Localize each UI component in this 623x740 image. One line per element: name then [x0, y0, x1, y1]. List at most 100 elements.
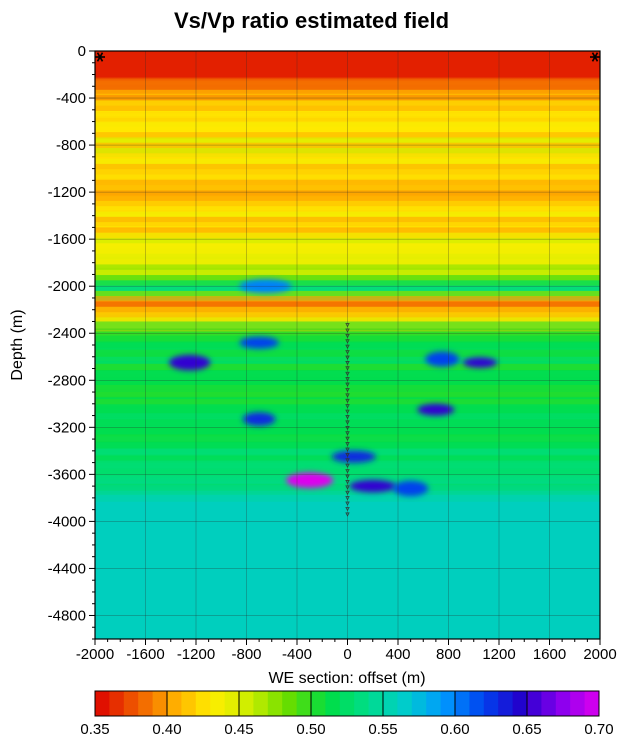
colorbar-tick-label: 0.65 — [512, 721, 541, 738]
receiver-marker — [345, 490, 350, 495]
source-marker — [95, 52, 105, 62]
colorbar-cell — [282, 691, 297, 716]
colorbar-tick-label: 0.70 — [584, 721, 613, 738]
receiver-marker — [345, 388, 350, 393]
colorbar-cell — [267, 691, 283, 716]
receiver-marker — [345, 339, 350, 344]
y-tick-label: -3200 — [48, 419, 86, 436]
x-axis: -2000 -1600 -1200 -800 -400 0 400 800 1200 1600 20… — [76, 639, 617, 663]
y-tick-label: -3600 — [48, 466, 86, 483]
x-tick-label: 2000 — [583, 646, 616, 663]
receiver-marker — [345, 469, 350, 474]
receiver-marker — [345, 415, 350, 420]
colorbar-tick-label: 0.50 — [296, 721, 325, 738]
receiver-array — [345, 323, 350, 517]
colorbar-cell — [426, 691, 441, 716]
colorbar-cell — [224, 691, 240, 716]
colorbar-cell — [541, 691, 557, 716]
colorbar-cell — [512, 691, 528, 716]
colorbar-cell — [253, 691, 269, 716]
anomaly-blob — [242, 412, 276, 426]
receiver-marker — [345, 382, 350, 387]
colorbar-tick-label: 0.45 — [224, 721, 253, 738]
y-tick-label: -2000 — [48, 278, 86, 295]
y-tick-label: -800 — [56, 137, 86, 154]
receiver-marker — [345, 366, 350, 371]
colorbar-cell — [210, 691, 225, 716]
receiver-marker — [345, 436, 350, 441]
receiver-marker — [345, 480, 350, 485]
y-tick-label: -2800 — [48, 372, 86, 389]
anomaly-blob — [168, 354, 211, 371]
anomaly-blob — [425, 351, 460, 367]
y-tick-label: -400 — [56, 90, 86, 107]
receiver-marker — [345, 485, 350, 490]
colorbar-cell — [383, 691, 398, 716]
colorbar-cell — [527, 691, 542, 716]
x-tick-label: 1600 — [533, 646, 566, 663]
colorbar-cell — [570, 691, 585, 716]
colorbar-cell — [152, 691, 168, 716]
x-tick-label: -1600 — [126, 646, 164, 663]
colorbar-cell — [584, 691, 600, 716]
x-tick-label: -2000 — [76, 646, 114, 663]
anomaly-layer — [168, 279, 498, 497]
colorbar: 0.35 0.40 0.45 0.50 0.55 0.60 0.65 0.70 — [80, 690, 614, 738]
colorbar-tick-label: 0.35 — [80, 721, 109, 738]
colorbar-cell — [469, 691, 485, 716]
y-axis-title: Depth (m) — [9, 309, 26, 380]
x-tick-label: -400 — [282, 646, 312, 663]
receiver-marker — [345, 431, 350, 436]
colorbar-cell — [109, 691, 125, 716]
anomaly-blob — [331, 450, 376, 463]
colorbar-cell — [555, 691, 571, 716]
colorbar-cell — [296, 691, 312, 716]
y-tick-label: -1200 — [48, 184, 86, 201]
receiver-marker — [345, 361, 350, 366]
receiver-marker — [345, 501, 350, 506]
colorbar-cell — [311, 691, 326, 716]
x-tick-label: -800 — [231, 646, 261, 663]
receiver-marker — [345, 350, 350, 355]
colorbar-cell — [123, 691, 139, 716]
source-markers — [95, 52, 600, 62]
x-tick-label: 1200 — [482, 646, 515, 663]
receiver-marker — [345, 371, 350, 376]
receiver-marker — [345, 398, 350, 403]
y-axis: 0 -400 -800 -1200 -1600 -2000 -2400 -2800 -3200 -… — [48, 43, 95, 640]
x-tick-label: 0 — [343, 646, 351, 663]
receiver-marker — [345, 512, 350, 517]
anomaly-blob — [392, 480, 429, 497]
colorbar-cell — [339, 691, 355, 716]
colorbar-cell — [354, 691, 369, 716]
receiver-marker — [345, 323, 350, 328]
colorbar-tick-label: 0.55 — [368, 721, 397, 738]
receiver-marker — [345, 328, 350, 333]
receiver-marker — [345, 458, 350, 463]
receiver-marker — [345, 355, 350, 360]
x-tick-label: 800 — [436, 646, 461, 663]
receiver-marker — [345, 425, 350, 431]
colorbar-cell — [411, 691, 427, 716]
colorbar-cell — [239, 691, 254, 716]
colorbar-cell — [138, 691, 153, 716]
anomaly-blob — [462, 357, 498, 368]
y-tick-label: -4000 — [48, 513, 86, 530]
receiver-marker — [345, 507, 350, 512]
colorbar-cell — [440, 691, 456, 716]
y-tick-label: -4400 — [48, 560, 86, 577]
receiver-marker — [345, 496, 350, 501]
colorbar-cell — [498, 691, 513, 716]
colorbar-cells — [95, 691, 600, 716]
colorbar-cell — [397, 691, 413, 716]
receiver-marker — [345, 474, 350, 479]
colorbar-ticks: 0.35 0.40 0.45 0.50 0.55 0.60 0.65 0.70 — [80, 691, 614, 738]
colorbar-cell — [368, 691, 384, 716]
colorbar-cell — [455, 691, 470, 716]
colorbar-cell — [167, 691, 182, 716]
colorbar-tick-label: 0.60 — [440, 721, 469, 738]
x-tick-label: 400 — [385, 646, 410, 663]
anomaly-blob — [417, 403, 455, 416]
y-tick-label: -1600 — [48, 231, 86, 248]
